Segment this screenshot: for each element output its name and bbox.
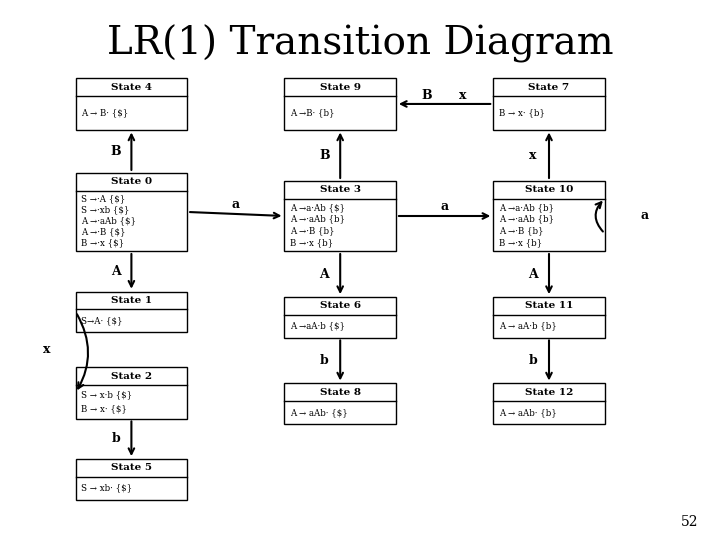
Text: State 6: State 6 <box>320 301 361 310</box>
Text: A →·B {b}: A →·B {b} <box>290 226 335 235</box>
Text: A →·B {$}: A →·B {$} <box>81 227 126 237</box>
Text: x: x <box>43 343 50 356</box>
Text: S → xb· {$}: S → xb· {$} <box>81 484 132 492</box>
Text: A →·aAb {$}: A →·aAb {$} <box>81 217 136 225</box>
Text: A: A <box>320 267 329 281</box>
Bar <box>493 297 605 338</box>
Text: A: A <box>111 265 120 278</box>
Text: a: a <box>441 200 449 213</box>
Text: State 0: State 0 <box>111 177 152 186</box>
Text: B: B <box>110 145 121 158</box>
Bar <box>493 181 605 251</box>
Text: A →·B {b}: A →·B {b} <box>499 226 544 235</box>
Bar <box>284 383 396 424</box>
Bar <box>76 292 187 332</box>
Text: A →aA·b {$}: A →aA·b {$} <box>290 322 345 330</box>
Text: A → aAb· {b}: A → aAb· {b} <box>499 408 557 417</box>
Text: S→A· {$}: S→A· {$} <box>81 316 123 325</box>
Text: B →·x {$}: B →·x {$} <box>81 238 125 247</box>
Text: A → aAb· {$}: A → aAb· {$} <box>290 408 348 417</box>
Text: 52: 52 <box>681 515 698 529</box>
Text: B: B <box>319 148 330 162</box>
Text: S →·A {$}: S →·A {$} <box>81 194 125 204</box>
Bar <box>284 181 396 251</box>
Bar <box>284 78 396 130</box>
Text: b: b <box>111 432 120 445</box>
Text: State 5: State 5 <box>111 463 152 472</box>
Text: A → aA·b {b}: A → aA·b {b} <box>499 322 557 330</box>
Text: State 1: State 1 <box>111 296 152 305</box>
Text: State 12: State 12 <box>525 388 573 397</box>
Text: A →a·Ab {b}: A →a·Ab {b} <box>499 203 554 212</box>
Text: State 8: State 8 <box>320 388 361 397</box>
Text: A: A <box>528 267 538 281</box>
Text: State 9: State 9 <box>320 83 361 92</box>
Text: x: x <box>529 148 537 162</box>
Text: x: x <box>459 89 467 103</box>
Bar <box>76 459 187 500</box>
Text: B →·x {b}: B →·x {b} <box>290 238 333 247</box>
Bar <box>493 78 605 130</box>
Text: State 7: State 7 <box>528 83 570 92</box>
Text: B → x· {$}: B → x· {$} <box>81 404 127 413</box>
Bar <box>76 367 187 418</box>
Text: LR(1) Transition Diagram: LR(1) Transition Diagram <box>107 24 613 63</box>
Text: a: a <box>232 198 240 211</box>
Bar <box>493 383 605 424</box>
Bar <box>284 297 396 338</box>
Text: S →·xb {$}: S →·xb {$} <box>81 205 130 214</box>
Text: B: B <box>421 89 432 103</box>
Text: b: b <box>320 354 329 367</box>
Text: State 2: State 2 <box>111 372 152 381</box>
Text: State 3: State 3 <box>320 185 361 194</box>
Text: b: b <box>528 354 538 367</box>
Text: S → x·b {$}: S → x·b {$} <box>81 390 132 400</box>
Text: A →a·Ab {$}: A →a·Ab {$} <box>290 203 345 212</box>
Bar <box>76 173 187 251</box>
Text: A →·aAb {b}: A →·aAb {b} <box>499 214 554 224</box>
Text: a: a <box>640 210 649 222</box>
Bar <box>76 78 187 130</box>
Text: B →·x {b}: B →·x {b} <box>499 238 542 247</box>
Text: A → B· {$}: A → B· {$} <box>81 109 129 117</box>
Text: State 4: State 4 <box>111 83 152 92</box>
Text: State 10: State 10 <box>525 185 573 194</box>
Text: A →·aAb {b}: A →·aAb {b} <box>290 214 345 224</box>
Text: B → x· {b}: B → x· {b} <box>499 109 545 117</box>
Text: A →B· {b}: A →B· {b} <box>290 109 335 117</box>
Text: State 11: State 11 <box>525 301 573 310</box>
